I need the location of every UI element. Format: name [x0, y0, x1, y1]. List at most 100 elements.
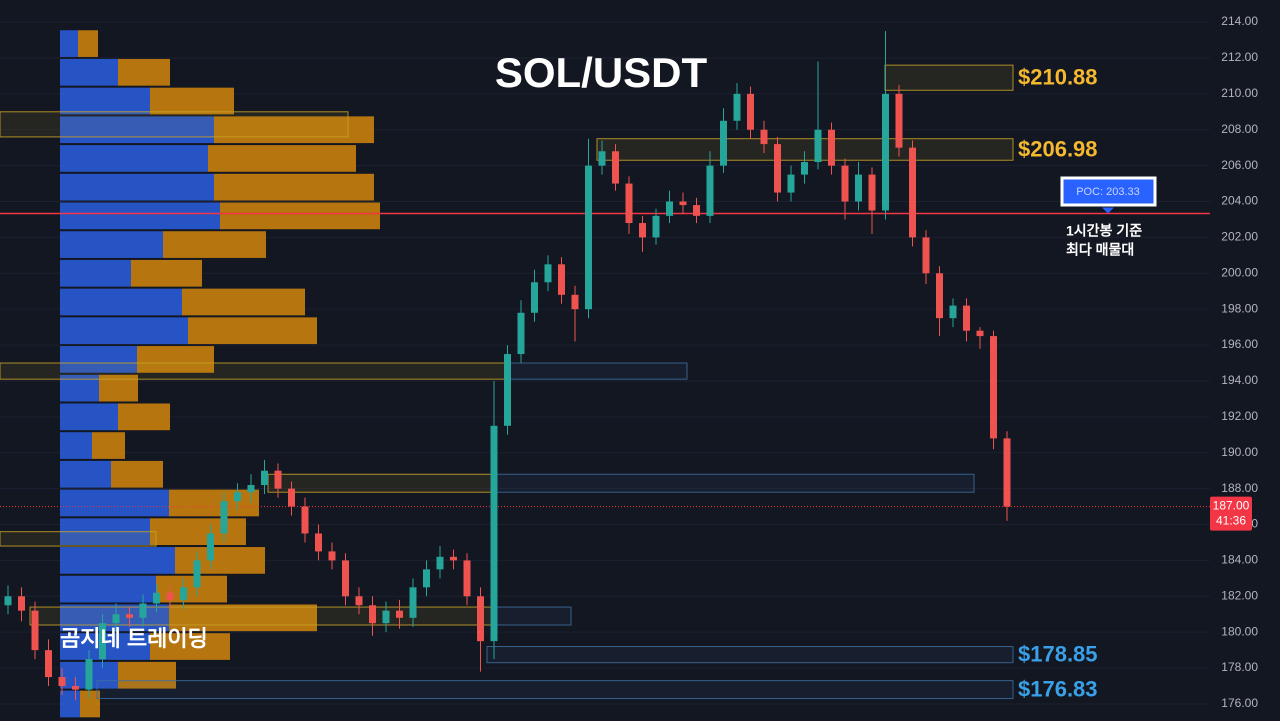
profile-sell [175, 547, 265, 574]
profile-sell [214, 116, 374, 144]
candle-body [85, 659, 93, 690]
profile-buy [60, 202, 220, 230]
poc-box [1060, 176, 1157, 207]
candle-body [382, 610, 390, 624]
watermark: 곰지네 트레이딩 [60, 626, 208, 651]
profile-sell [150, 633, 230, 660]
candle-body [220, 501, 228, 534]
candle-body [585, 165, 592, 310]
candle-body [112, 614, 120, 624]
candle-body [882, 93, 889, 211]
profile-sell [169, 604, 317, 632]
y-tick-label: 206.00 [1221, 158, 1258, 172]
candle-body [342, 560, 349, 597]
candle-body [990, 336, 997, 439]
zone [884, 64, 1014, 91]
candle-body [315, 533, 322, 552]
candle-body [504, 354, 511, 426]
candle-body [949, 305, 957, 319]
y-tick-label: 190.00 [1221, 445, 1258, 459]
chart-title: SOL/USDT [495, 49, 708, 96]
candle-body [72, 686, 79, 690]
profile-sell [163, 231, 266, 258]
candle-body [463, 560, 471, 597]
zone [96, 680, 1014, 700]
candle-body [639, 223, 646, 238]
candle-body [868, 174, 876, 211]
candle-body [774, 144, 781, 193]
last-price-box [1210, 496, 1252, 531]
candle-body [301, 506, 309, 534]
profile-sell [92, 432, 125, 459]
zone [493, 606, 572, 626]
y-tick-label: 198.00 [1221, 301, 1258, 315]
zone [0, 362, 511, 380]
candle-body [706, 165, 714, 216]
candle-body [720, 120, 727, 166]
profile-sell [118, 58, 170, 86]
y-tick-label: 188.00 [1221, 481, 1258, 495]
zone [267, 473, 495, 493]
profile-buy [60, 547, 175, 574]
candle-body [976, 330, 984, 337]
profile-sell [188, 317, 317, 345]
poc-note: 1시간봉 기준 [1066, 223, 1142, 239]
zone-label: $210.88 [1018, 65, 1098, 90]
profile-sell [118, 661, 176, 689]
candle-body [193, 560, 201, 588]
y-tick-label: 180.00 [1221, 624, 1258, 638]
profile-sell [208, 145, 356, 172]
candle-body [234, 492, 241, 502]
zone [0, 531, 157, 547]
poc-arrow [1102, 207, 1114, 214]
profile-buy [60, 690, 80, 718]
candle-body [787, 174, 795, 193]
candle-body [58, 677, 66, 687]
candle-body [261, 470, 268, 486]
profile-sell [118, 403, 170, 431]
y-tick-label: 192.00 [1221, 409, 1258, 423]
profile-buy [60, 432, 92, 459]
profile-buy [60, 145, 208, 172]
profile-sell [78, 30, 98, 57]
candle-body [747, 93, 754, 130]
zone-label: $178.85 [1018, 641, 1098, 666]
candle-body [99, 623, 106, 660]
y-tick-label: 176.00 [1221, 696, 1258, 710]
candle-body [936, 273, 943, 319]
zone [486, 646, 1014, 664]
y-tick-label: 194.00 [1221, 373, 1258, 387]
candle-body [423, 569, 430, 588]
profile-sell [131, 259, 202, 287]
profile-buy [60, 403, 118, 431]
y-tick-label: 204.00 [1221, 194, 1258, 208]
profile-sell [111, 460, 163, 488]
y-tick-label: 184.00 [1221, 553, 1258, 567]
profile-buy [60, 231, 163, 258]
candle-body [369, 605, 376, 624]
profile-sell [150, 87, 234, 115]
candle-body [760, 129, 768, 145]
zone-label: $206.98 [1018, 136, 1098, 161]
y-tick-label: 202.00 [1221, 230, 1258, 244]
candle-body [328, 551, 336, 561]
zone [0, 111, 349, 138]
candle-body [558, 264, 565, 295]
profile-sell [182, 288, 305, 316]
y-tick-label: 178.00 [1221, 660, 1258, 674]
profile-sell [220, 202, 380, 230]
candle-body [895, 93, 903, 148]
profile-sell [80, 690, 100, 718]
candle-body [679, 201, 687, 206]
y-tick-label: 182.00 [1221, 588, 1258, 602]
y-tick-label: 210.00 [1221, 86, 1258, 100]
last-price-label: 187.00 [1213, 499, 1250, 513]
y-tick-label: 200.00 [1221, 265, 1258, 279]
candle-body [814, 129, 822, 163]
candle-body [733, 93, 741, 121]
profile-buy [60, 259, 131, 287]
zone [29, 606, 495, 626]
candle-body [801, 162, 808, 175]
